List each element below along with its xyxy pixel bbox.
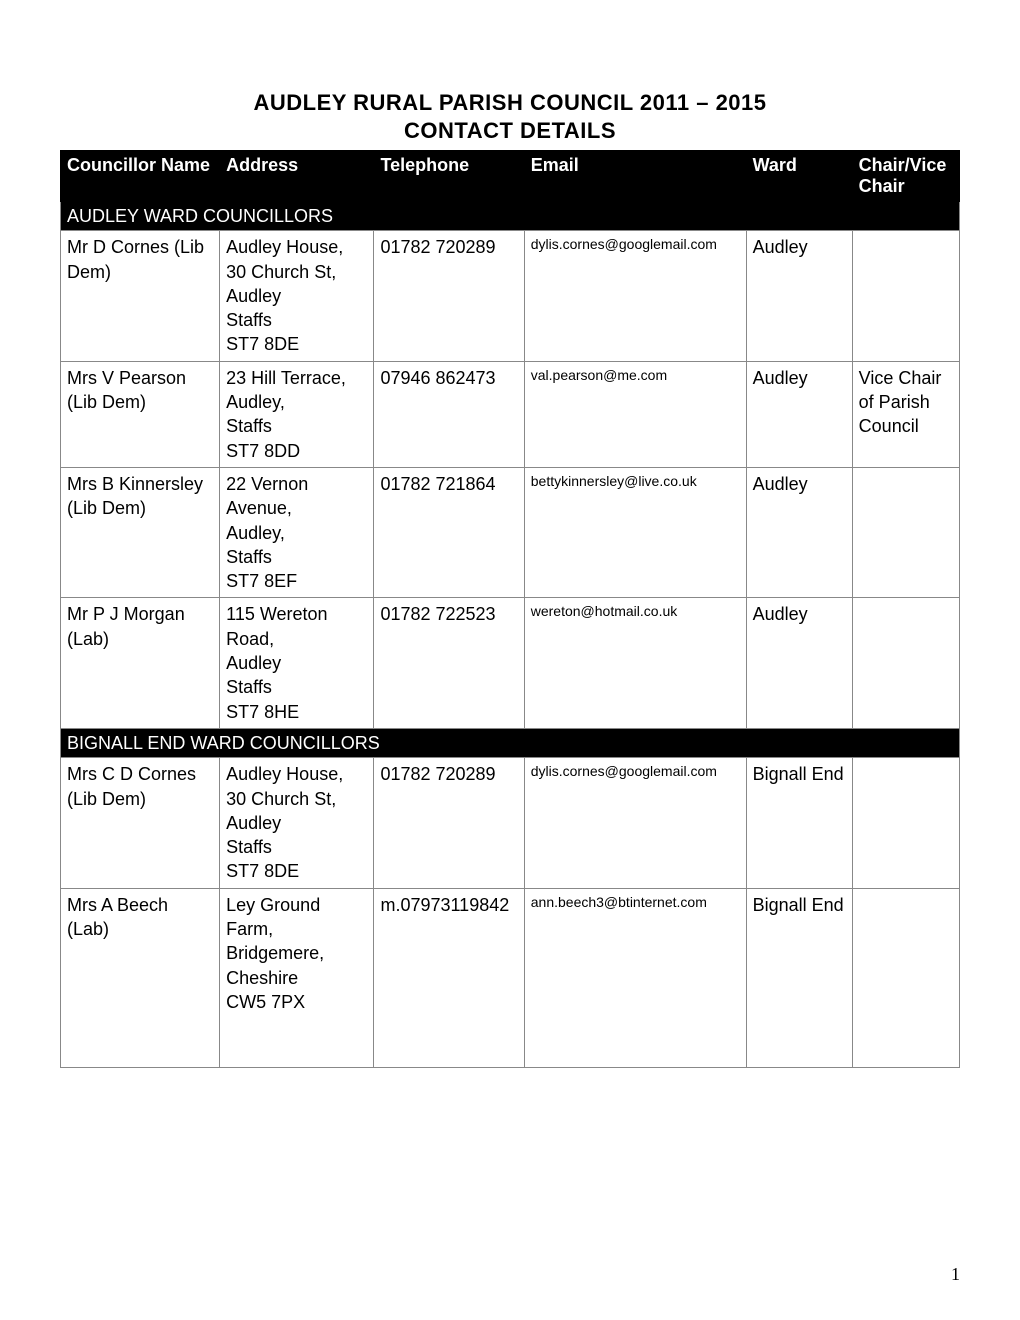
cell-chair bbox=[852, 231, 959, 361]
col-header-telephone: Telephone bbox=[374, 151, 524, 202]
cell-ward: Audley bbox=[746, 598, 852, 728]
cell-address: Ley Ground Farm,Bridgemere,CheshireCW5 7… bbox=[220, 888, 374, 1067]
table-row: Mr D Cornes (Lib Dem)Audley House,30 Chu… bbox=[61, 231, 960, 361]
cell-chair bbox=[852, 758, 959, 888]
cell-ward: Audley bbox=[746, 231, 852, 361]
section-heading: BIGNALL END WARD COUNCILLORS bbox=[61, 728, 960, 757]
cell-address: Audley House,30 Church St,AudleyStaffsST… bbox=[220, 231, 374, 361]
cell-email: bettykinnersley@live.co.uk bbox=[524, 467, 746, 597]
col-header-email: Email bbox=[524, 151, 746, 202]
cell-telephone: m.07973119842 bbox=[374, 888, 524, 1067]
cell-name: Mrs A Beech (Lab) bbox=[61, 888, 220, 1067]
cell-address: 22 Vernon Avenue,Audley,StaffsST7 8EF bbox=[220, 467, 374, 597]
cell-ward: Audley bbox=[746, 361, 852, 467]
page-number: 1 bbox=[951, 1264, 960, 1285]
table-row: Mrs A Beech (Lab)Ley Ground Farm,Bridgem… bbox=[61, 888, 960, 1067]
cell-name: Mrs C D Cornes (Lib Dem) bbox=[61, 758, 220, 888]
cell-address: Audley House,30 Church St,AudleyStaffsST… bbox=[220, 758, 374, 888]
cell-chair bbox=[852, 888, 959, 1067]
section-heading: AUDLEY WARD COUNCILLORS bbox=[61, 202, 960, 231]
cell-email: ann.beech3@btinternet.com bbox=[524, 888, 746, 1067]
table-row: Mr P J Morgan (Lab)115 Wereton Road,Audl… bbox=[61, 598, 960, 728]
cell-telephone: 01782 720289 bbox=[374, 758, 524, 888]
cell-email: val.pearson@me.com bbox=[524, 361, 746, 467]
cell-address: 23 Hill Terrace,Audley,StaffsST7 8DD bbox=[220, 361, 374, 467]
cell-email: dylis.cornes@googlemail.com bbox=[524, 758, 746, 888]
table-header-row: Councillor Name Address Telephone Email … bbox=[61, 151, 960, 202]
table-row: Mrs B Kinnersley (Lib Dem)22 Vernon Aven… bbox=[61, 467, 960, 597]
col-header-address: Address bbox=[220, 151, 374, 202]
section-heading-row: AUDLEY WARD COUNCILLORS bbox=[61, 202, 960, 231]
cell-address: 115 Wereton Road,AudleyStaffsST7 8HE bbox=[220, 598, 374, 728]
cell-name: Mrs V Pearson (Lib Dem) bbox=[61, 361, 220, 467]
page-subtitle: CONTACT DETAILS bbox=[60, 118, 960, 144]
cell-chair: Vice Chair of Parish Council bbox=[852, 361, 959, 467]
col-header-ward: Ward bbox=[746, 151, 852, 202]
cell-telephone: 01782 722523 bbox=[374, 598, 524, 728]
cell-ward: Audley bbox=[746, 467, 852, 597]
col-header-chair: Chair/Vice Chair bbox=[852, 151, 959, 202]
cell-ward: Bignall End bbox=[746, 888, 852, 1067]
table-row: Mrs V Pearson (Lib Dem)23 Hill Terrace,A… bbox=[61, 361, 960, 467]
table-body: AUDLEY WARD COUNCILLORSMr D Cornes (Lib … bbox=[61, 202, 960, 1068]
cell-chair bbox=[852, 598, 959, 728]
cell-email: dylis.cornes@googlemail.com bbox=[524, 231, 746, 361]
cell-name: Mr P J Morgan (Lab) bbox=[61, 598, 220, 728]
section-heading-row: BIGNALL END WARD COUNCILLORS bbox=[61, 728, 960, 757]
table-row: Mrs C D Cornes (Lib Dem)Audley House,30 … bbox=[61, 758, 960, 888]
cell-email: wereton@hotmail.co.uk bbox=[524, 598, 746, 728]
cell-chair bbox=[852, 467, 959, 597]
cell-telephone: 01782 721864 bbox=[374, 467, 524, 597]
col-header-name: Councillor Name bbox=[61, 151, 220, 202]
cell-name: Mrs B Kinnersley (Lib Dem) bbox=[61, 467, 220, 597]
cell-telephone: 07946 862473 bbox=[374, 361, 524, 467]
cell-ward: Bignall End bbox=[746, 758, 852, 888]
councillors-table: Councillor Name Address Telephone Email … bbox=[60, 150, 960, 1068]
cell-name: Mr D Cornes (Lib Dem) bbox=[61, 231, 220, 361]
cell-telephone: 01782 720289 bbox=[374, 231, 524, 361]
page-title: AUDLEY RURAL PARISH COUNCIL 2011 – 2015 bbox=[60, 90, 960, 116]
